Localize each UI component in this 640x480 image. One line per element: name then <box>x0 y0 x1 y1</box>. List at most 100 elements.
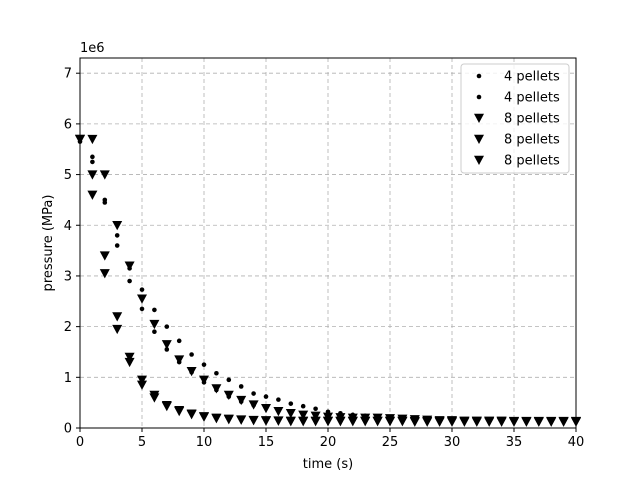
data-point <box>372 413 383 423</box>
data-point <box>248 400 259 410</box>
data-point <box>189 352 194 357</box>
data-point <box>323 412 333 422</box>
data-point <box>201 362 207 367</box>
data-point <box>385 414 395 424</box>
x-tick-label: 0 <box>76 435 84 450</box>
data-point <box>149 390 160 401</box>
data-point <box>87 134 98 145</box>
data-point <box>114 233 120 238</box>
data-point <box>273 407 284 417</box>
data-point <box>99 251 110 261</box>
data-point <box>137 294 147 304</box>
data-point <box>285 416 296 426</box>
data-point <box>313 406 318 412</box>
data-point <box>199 375 209 385</box>
data-point <box>496 416 507 426</box>
data-point <box>112 312 123 322</box>
data-point <box>214 370 219 376</box>
x-tick-label: 35 <box>506 435 523 450</box>
data-point <box>90 159 95 165</box>
data-point <box>174 355 185 365</box>
data-point <box>335 413 346 423</box>
y-tick-label: 5 <box>64 168 72 183</box>
data-point <box>164 324 170 329</box>
data-point <box>124 352 135 363</box>
x-tick-label: 15 <box>258 435 275 450</box>
data-point <box>546 417 557 427</box>
data-point <box>471 416 482 426</box>
data-point <box>298 416 309 426</box>
data-point <box>161 400 172 411</box>
data-point <box>127 278 132 284</box>
x-tick-label: 40 <box>568 435 585 450</box>
data-point <box>310 411 321 421</box>
data-point <box>137 380 147 390</box>
data-point <box>459 416 470 426</box>
data-point <box>139 287 145 292</box>
data-point <box>124 357 135 368</box>
data-points <box>75 134 581 427</box>
legend-label: 8 pellets <box>504 154 560 169</box>
y-tick-label: 7 <box>64 67 72 82</box>
data-point <box>248 415 259 426</box>
data-point <box>152 329 157 334</box>
data-point <box>409 415 420 425</box>
data-point <box>261 416 271 426</box>
x-tick-label: 30 <box>444 435 461 450</box>
data-point <box>139 306 145 312</box>
data-point <box>164 347 170 352</box>
legend-box <box>460 63 570 174</box>
data-point <box>149 319 160 330</box>
data-point <box>186 366 197 377</box>
data-point <box>347 413 358 423</box>
data-point <box>176 338 182 344</box>
data-point <box>211 384 222 394</box>
legend-label: 8 pellets <box>504 133 560 148</box>
data-point <box>263 394 269 399</box>
data-point <box>137 375 147 385</box>
data-point <box>447 416 457 426</box>
y-axis-label: pressure (MPa) <box>41 195 56 292</box>
data-point <box>238 384 244 389</box>
legend-marker <box>474 155 484 165</box>
data-point <box>261 403 271 414</box>
legend-marker <box>474 134 484 144</box>
data-point <box>285 409 296 419</box>
data-point <box>288 401 294 406</box>
data-point <box>298 410 309 420</box>
data-point <box>186 409 197 419</box>
data-point <box>211 413 222 423</box>
y-offset-text: 1e6 <box>80 41 105 56</box>
y-tick-label: 0 <box>64 422 72 437</box>
y-tick-label: 6 <box>64 117 72 132</box>
series-5 <box>75 134 581 427</box>
data-point <box>124 261 135 271</box>
data-point <box>112 221 123 231</box>
legend-marker <box>474 113 484 123</box>
x-tick-label: 10 <box>196 435 213 450</box>
data-point <box>223 390 234 401</box>
data-point <box>558 417 569 427</box>
x-axis: 0 5 10 15 20 25 30 35 40 <box>76 428 584 450</box>
data-point <box>236 415 247 425</box>
data-point <box>102 200 108 205</box>
data-point <box>422 415 433 425</box>
data-point <box>251 391 256 396</box>
data-point <box>90 154 95 160</box>
legend-marker <box>476 73 482 79</box>
legend-label: 4 pellets <box>504 70 560 85</box>
data-point <box>99 269 110 279</box>
legend-label: 4 pellets <box>504 91 560 106</box>
data-point <box>397 414 408 424</box>
data-point <box>276 397 281 402</box>
data-point <box>114 243 120 248</box>
data-point <box>236 395 247 406</box>
x-tick-label: 5 <box>138 435 146 450</box>
y-tick-label: 3 <box>64 269 72 284</box>
data-point <box>161 340 172 350</box>
x-tick-label: 20 <box>320 435 337 450</box>
x-axis-label: time (s) <box>303 457 353 472</box>
x-tick-label: 25 <box>382 435 399 450</box>
data-point <box>112 324 123 335</box>
data-point <box>226 377 232 383</box>
